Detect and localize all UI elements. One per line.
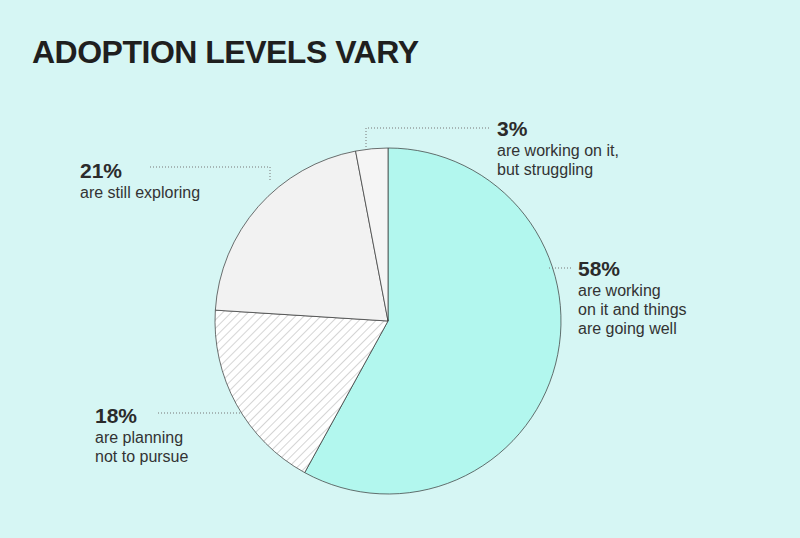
svg-text:are still exploring: are still exploring (80, 184, 200, 201)
svg-text:18%: 18% (95, 404, 137, 427)
svg-text:21%: 21% (80, 159, 122, 182)
svg-text:58%: 58% (578, 257, 620, 280)
svg-text:are working: are working (578, 282, 661, 299)
html-text:ADOPTION LEVELS VARY: ADOPTION LEVELS VARY (32, 34, 419, 70)
svg-text:are planning: are planning (95, 429, 183, 446)
svg-text:are working on it,: are working on it, (497, 142, 619, 159)
svg-text:3%: 3% (497, 117, 528, 140)
svg-text:are going well: are going well (578, 320, 677, 337)
svg-text:but struggling: but struggling (497, 161, 593, 178)
svg-text:not to pursue: not to pursue (95, 448, 189, 465)
svg-text:on it and things: on it and things (578, 301, 687, 318)
